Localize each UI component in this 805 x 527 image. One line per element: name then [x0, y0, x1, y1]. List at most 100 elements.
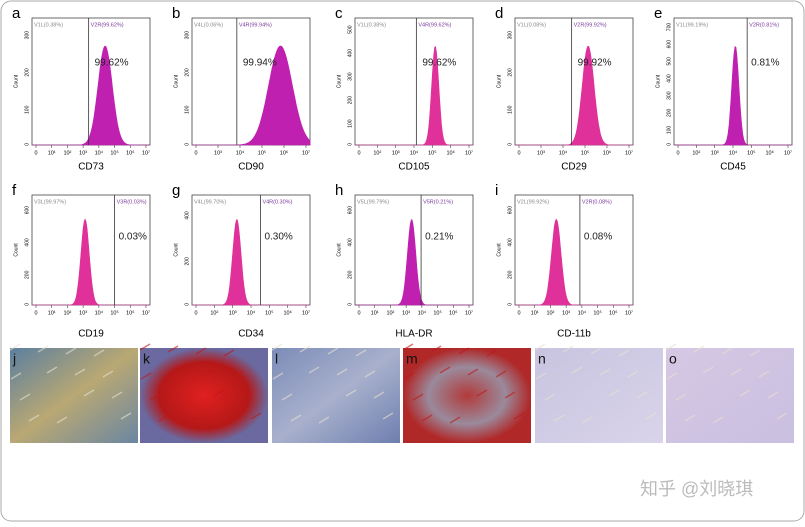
x-tick-label: 10³	[537, 150, 545, 156]
cell-texture	[28, 414, 40, 422]
x-tick-label: 10⁶	[283, 309, 291, 316]
y-tick-label: 0	[347, 143, 353, 146]
gate-right-label: V2R(0.08%)	[582, 199, 612, 205]
cell-texture	[571, 366, 583, 374]
image-letter: m	[406, 351, 418, 367]
y-tick-label: 600	[666, 40, 672, 49]
gate-left-label: V1L(99.19%)	[676, 22, 708, 28]
panel-letter: d	[495, 5, 503, 22]
cell-texture	[19, 393, 31, 401]
x-axis-label: CD34	[238, 329, 264, 340]
watermark: 知乎 @刘晓琪	[640, 479, 753, 499]
y-axis-label: Count	[336, 243, 342, 257]
cell-texture	[693, 345, 705, 353]
cell-texture	[9, 343, 21, 351]
cell-texture	[111, 391, 123, 399]
y-axis-label: Count	[173, 243, 179, 257]
cell-texture	[167, 345, 179, 353]
gate-right-label: V2R(99.92%)	[574, 22, 607, 28]
y-tick-label: 300	[347, 72, 353, 81]
x-tick-label: 0	[357, 150, 360, 156]
cell-texture	[140, 372, 152, 380]
x-tick-label: 10⁵	[110, 149, 118, 156]
y-tick-label: 200	[24, 270, 30, 279]
micrograph	[140, 348, 268, 443]
cell-texture	[544, 393, 556, 401]
gate-right-label: V4R(0.30%)	[262, 199, 292, 205]
cell-texture	[37, 345, 49, 353]
panel-letter: i	[495, 182, 498, 199]
gate-left-label: V4L(99.70%)	[194, 199, 226, 205]
x-tick-label: 10⁶	[280, 149, 288, 156]
y-tick-label: 400	[184, 211, 190, 220]
gate-right-label: V4R(99.62%)	[418, 22, 451, 28]
y-tick-label: 100	[507, 105, 513, 114]
y-tick-label: 200	[24, 68, 30, 77]
x-tick-label: 0	[34, 310, 37, 316]
cell-texture	[195, 347, 207, 355]
x-tick-label: 10⁴	[578, 309, 587, 316]
gate-left-label: V1L(0.08%)	[517, 22, 546, 28]
cell-texture	[93, 349, 105, 357]
cell-texture	[250, 412, 262, 420]
panel-letter: b	[172, 5, 180, 22]
gate-left-label: V2L(99.92%)	[517, 199, 549, 205]
cell-texture	[223, 349, 235, 357]
cell-texture	[402, 343, 414, 351]
y-tick-label: 200	[507, 68, 513, 77]
cell-texture	[318, 416, 330, 424]
cell-texture	[232, 370, 244, 378]
y-tick-label: 200	[347, 96, 353, 105]
y-tick-label: 200	[184, 68, 190, 77]
x-tick-label: 10⁴	[95, 309, 104, 316]
x-tick-label: 10¹	[48, 150, 56, 156]
x-axis-label: CD45	[720, 162, 746, 173]
histogram	[192, 45, 311, 146]
y-tick-label: 400	[666, 74, 672, 83]
cell-texture	[10, 372, 22, 380]
micrograph	[403, 348, 531, 443]
x-tick-label: 10⁶	[609, 309, 617, 316]
cell-texture	[308, 366, 320, 374]
x-tick-label: 10³	[402, 310, 410, 316]
x-tick-label: 10⁵	[747, 149, 755, 156]
micrograph	[535, 348, 663, 443]
cell-texture	[271, 343, 283, 351]
y-tick-label: 0	[666, 143, 672, 146]
x-tick-label: 10²	[692, 150, 700, 156]
y-tick-label: 100	[184, 105, 190, 114]
histogram	[674, 45, 792, 146]
cell-texture	[581, 416, 593, 424]
y-tick-label: 100	[666, 126, 672, 135]
percent-label: 99.92%	[578, 58, 612, 69]
cell-texture	[139, 343, 151, 351]
cell-texture	[608, 389, 620, 397]
x-tick-label: 10⁶	[603, 149, 611, 156]
cell-texture	[721, 347, 733, 355]
cell-texture	[412, 393, 424, 401]
cell-texture	[327, 347, 339, 355]
y-tick-label: 200	[507, 270, 513, 279]
x-tick-label: 10⁷	[465, 149, 473, 156]
cell-texture	[666, 372, 678, 380]
cell-texture	[299, 345, 311, 353]
y-tick-label: 400	[507, 238, 513, 247]
cell-texture	[272, 372, 284, 380]
y-tick-label: 200	[184, 257, 190, 266]
cell-texture	[749, 349, 761, 357]
cell-texture	[120, 412, 132, 420]
x-tick-label: 10⁴	[729, 149, 738, 156]
cell-texture	[102, 370, 114, 378]
x-tick-label: 10⁶	[126, 309, 134, 316]
x-tick-label: 10³	[711, 150, 719, 156]
cell-texture	[599, 368, 611, 376]
x-tick-label: 10⁴	[410, 149, 419, 156]
x-tick-label: 0	[34, 150, 37, 156]
gate-right-label: V2R(0.81%)	[749, 22, 779, 28]
x-tick-label: 10²	[63, 310, 71, 316]
cell-texture	[176, 366, 188, 374]
y-axis-label: Count	[173, 74, 179, 88]
x-axis-label: CD-11b	[557, 329, 591, 340]
x-tick-label: 10⁴	[418, 309, 427, 316]
cell-texture	[46, 366, 58, 374]
